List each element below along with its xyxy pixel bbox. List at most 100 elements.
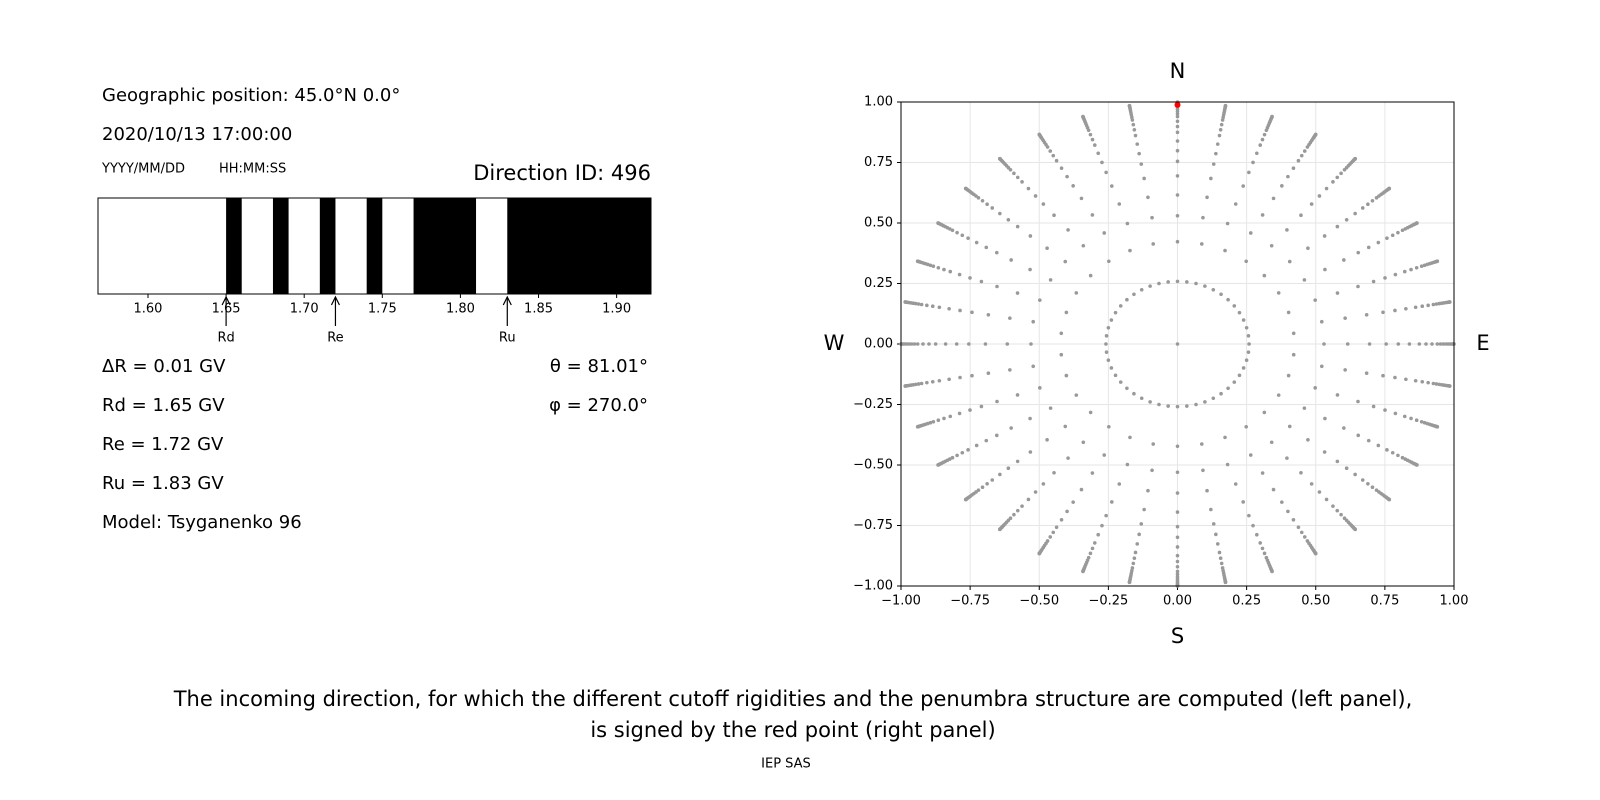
direction-point bbox=[986, 313, 991, 317]
direction-point bbox=[1396, 453, 1400, 458]
direction-point bbox=[1175, 470, 1180, 475]
direction-point bbox=[1139, 522, 1144, 526]
direction-point bbox=[1247, 342, 1251, 346]
direction-point bbox=[936, 266, 941, 270]
direction-point bbox=[1109, 318, 1114, 322]
direction-point bbox=[1132, 391, 1136, 396]
direction-point bbox=[1404, 377, 1408, 382]
direction-point bbox=[915, 424, 920, 429]
direction-point bbox=[1323, 267, 1327, 272]
direction-point bbox=[1033, 194, 1038, 198]
direction-point bbox=[1088, 273, 1093, 278]
direction-point bbox=[1296, 525, 1301, 530]
direction-point bbox=[1232, 380, 1237, 384]
direction-point bbox=[1366, 245, 1371, 250]
direction-point bbox=[1028, 416, 1032, 421]
direction-point bbox=[950, 228, 955, 233]
direction-point bbox=[1306, 246, 1310, 251]
direction-point bbox=[1269, 440, 1274, 445]
direction-point bbox=[1130, 566, 1135, 570]
direction-point bbox=[1137, 532, 1141, 537]
direction-point bbox=[1371, 279, 1376, 284]
direction-point bbox=[1244, 259, 1248, 264]
direction-point bbox=[1127, 580, 1132, 585]
direction-point bbox=[1065, 509, 1069, 514]
direction-point bbox=[1370, 199, 1375, 203]
direction-point bbox=[1223, 248, 1227, 253]
caption: is signed by the red point (right panel) bbox=[590, 718, 995, 742]
direction-point bbox=[936, 418, 941, 422]
direction-point bbox=[1132, 556, 1137, 561]
direction-point bbox=[1054, 525, 1059, 530]
direction-point bbox=[1313, 386, 1317, 390]
direction-point bbox=[1384, 342, 1388, 346]
direction-point bbox=[1353, 472, 1357, 477]
direction-point bbox=[985, 482, 989, 486]
direction-point bbox=[1090, 546, 1095, 551]
direction-point bbox=[1381, 373, 1385, 378]
direction-point bbox=[1223, 103, 1228, 108]
direction-point bbox=[1211, 396, 1216, 401]
direction-point bbox=[957, 411, 962, 416]
x-tick-label: 1.70 bbox=[290, 302, 319, 317]
direction-point bbox=[1302, 406, 1307, 410]
direction-point bbox=[1244, 424, 1248, 429]
direction-point bbox=[1157, 402, 1161, 407]
direction-point bbox=[957, 272, 962, 277]
direction-point bbox=[1302, 149, 1307, 153]
direction-point bbox=[1175, 559, 1180, 564]
direction-point bbox=[1286, 373, 1291, 378]
x-tick-label: −0.75 bbox=[950, 594, 990, 609]
direction-point bbox=[1241, 500, 1245, 504]
direction-point bbox=[1435, 424, 1440, 429]
direction-point bbox=[903, 384, 908, 388]
direction-point bbox=[1291, 166, 1296, 171]
direction-point bbox=[1015, 291, 1020, 295]
direction-point bbox=[1052, 213, 1056, 218]
direction-point bbox=[1063, 259, 1068, 264]
direction-point bbox=[931, 264, 936, 269]
caption: The incoming direction, for which the di… bbox=[173, 687, 1413, 711]
marker-label: Ru bbox=[499, 331, 516, 346]
direction-point bbox=[1339, 171, 1343, 176]
direction-point bbox=[1286, 310, 1291, 315]
direction-point bbox=[1132, 292, 1136, 297]
direction-point bbox=[1387, 497, 1392, 502]
direction-point bbox=[958, 308, 962, 313]
penumbra-border bbox=[97, 197, 652, 295]
direction-point bbox=[1031, 364, 1036, 369]
direction-point bbox=[1248, 453, 1253, 457]
direction-point bbox=[1260, 546, 1265, 551]
direction-point bbox=[1241, 184, 1245, 188]
direction-point bbox=[960, 233, 965, 238]
direction-point bbox=[1390, 233, 1395, 238]
direction-point bbox=[1324, 497, 1329, 502]
direction-point bbox=[1217, 133, 1222, 138]
direction-point bbox=[1385, 236, 1389, 240]
direction-point bbox=[1241, 318, 1246, 322]
direction-point bbox=[1175, 510, 1180, 514]
direction-point bbox=[1028, 267, 1032, 272]
direction-point bbox=[1175, 174, 1180, 178]
direction-point bbox=[936, 221, 940, 225]
time-format: HH:MM:SS bbox=[219, 162, 286, 177]
direction-point bbox=[1417, 342, 1422, 346]
direction-point bbox=[1209, 176, 1213, 181]
direction-point bbox=[942, 267, 946, 272]
direction-point bbox=[1102, 453, 1107, 457]
direction-point bbox=[1262, 551, 1267, 556]
direction-point bbox=[1203, 284, 1207, 288]
direction-point bbox=[955, 230, 959, 235]
direction-point bbox=[1353, 211, 1357, 216]
direction-point bbox=[1175, 119, 1180, 124]
direction-point bbox=[1353, 156, 1358, 161]
direction-point bbox=[1096, 532, 1100, 537]
direction-point bbox=[1435, 342, 1440, 346]
direction-point bbox=[1051, 530, 1056, 535]
direction-point bbox=[1269, 243, 1274, 248]
direction-point bbox=[1054, 158, 1059, 163]
marker-label: Rd bbox=[217, 331, 234, 346]
direction-point bbox=[974, 240, 979, 245]
direction-point bbox=[1066, 228, 1070, 232]
direction-point bbox=[985, 202, 989, 206]
